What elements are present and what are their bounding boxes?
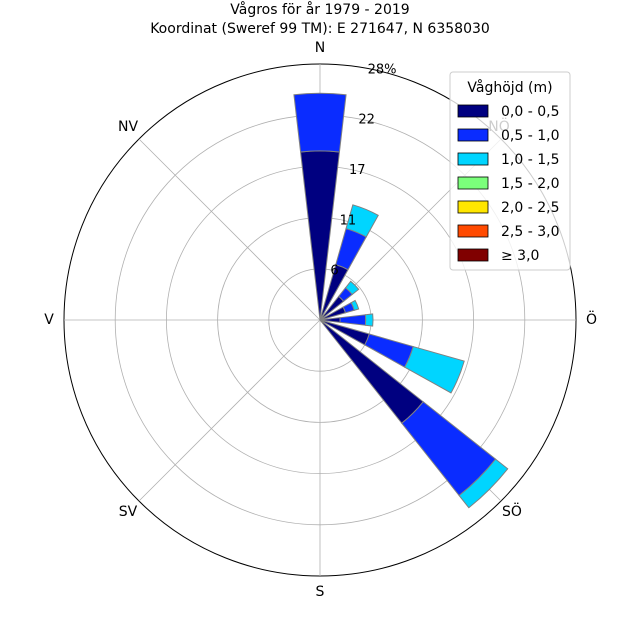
legend-label: 2,5 - 3,0 bbox=[501, 224, 559, 240]
bar-segment bbox=[350, 299, 360, 311]
radial-tick-label: 11 bbox=[340, 213, 357, 228]
radial-tick-label: 17 bbox=[349, 163, 366, 178]
sector-90 bbox=[319, 313, 374, 327]
direction-label: NV bbox=[118, 119, 138, 135]
radial-tick-label: 6 bbox=[330, 264, 338, 279]
direction-label: S bbox=[316, 584, 325, 600]
grid-spoke bbox=[138, 138, 321, 321]
sector-0 bbox=[293, 92, 347, 321]
legend-swatch bbox=[457, 128, 489, 142]
bar-segment bbox=[344, 280, 360, 296]
bar-segment bbox=[339, 314, 367, 326]
grid-spoke bbox=[138, 319, 321, 502]
sector-45 bbox=[319, 280, 360, 321]
legend-swatch bbox=[457, 176, 489, 190]
legend-label: ≥ 3,0 bbox=[501, 248, 539, 264]
legend-label: 1,5 - 2,0 bbox=[501, 176, 559, 192]
bar-segment bbox=[458, 458, 509, 509]
legend-swatch bbox=[457, 200, 489, 214]
direction-label: N bbox=[315, 40, 325, 56]
legend-swatch bbox=[457, 224, 489, 238]
radial-tick-label: 22 bbox=[358, 113, 375, 128]
legend-box bbox=[449, 71, 571, 271]
legend-swatch bbox=[457, 104, 489, 118]
legend-swatch bbox=[457, 152, 489, 166]
sector-112.5 bbox=[319, 319, 465, 394]
legend: Våghöjd (m) 0,0 - 0,5 0,5 - 1,0 1,0 - 1,5 1,… bbox=[449, 71, 571, 271]
legend-title: Våghöjd (m) bbox=[467, 79, 552, 96]
legend-label: 0,5 - 1,0 bbox=[501, 128, 559, 144]
radial-tick-label: 28% bbox=[368, 62, 397, 77]
direction-label: Ö bbox=[586, 310, 597, 328]
direction-label: SV bbox=[119, 504, 138, 520]
radial-tick-labels: 6 11 17 22 28% bbox=[330, 62, 396, 278]
sector-22.5 bbox=[319, 204, 379, 321]
legend-label: 2,0 - 2,5 bbox=[501, 200, 559, 216]
bar-segment bbox=[364, 313, 374, 327]
bar-segment bbox=[345, 204, 379, 238]
chart-title: Vågros för år 1979 - 2019 bbox=[230, 1, 409, 18]
chart-subtitle: Koordinat (Sweref 99 TM): E 271647, N 63… bbox=[150, 21, 490, 37]
rose-bars bbox=[293, 92, 509, 509]
bar-segment bbox=[404, 345, 465, 394]
legend-label: 1,0 - 1,5 bbox=[501, 152, 559, 168]
direction-label: SÖ bbox=[502, 502, 522, 520]
bar-segment bbox=[293, 92, 347, 153]
sector-67.5 bbox=[319, 299, 360, 321]
legend-label: 0,0 - 0,5 bbox=[501, 104, 559, 120]
legend-swatch bbox=[457, 248, 489, 262]
direction-label: V bbox=[44, 312, 54, 328]
sector-135 bbox=[319, 319, 509, 509]
